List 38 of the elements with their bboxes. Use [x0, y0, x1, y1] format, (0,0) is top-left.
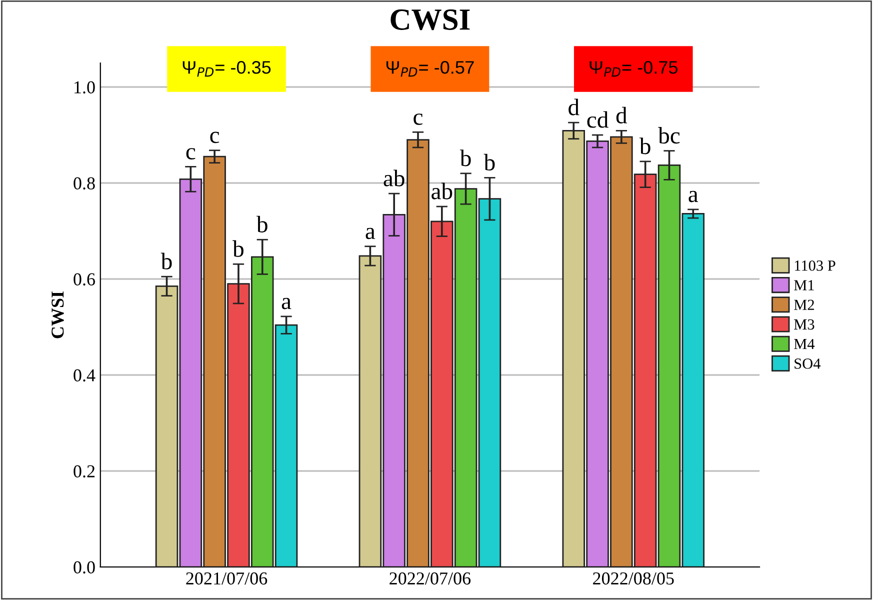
- y-tick-label: 0.4: [74, 369, 96, 382]
- data-label: c: [414, 114, 423, 125]
- data-label: c: [210, 132, 220, 144]
- y-tick-label: 0.6: [74, 273, 95, 286]
- legend-label: SO4: [794, 358, 821, 369]
- data-label: bc: [658, 127, 680, 144]
- data-label: c: [186, 148, 196, 160]
- data-label: b: [160, 252, 172, 270]
- x-tick-label: 2022/08/05: [593, 572, 674, 585]
- data-label: d: [616, 106, 628, 124]
- data-label: b: [232, 240, 244, 257]
- data-label: cd: [587, 111, 608, 128]
- y-tick-label: 1.0: [74, 81, 95, 94]
- y-axis-title: CWSI: [52, 292, 64, 338]
- legend-label: M4: [794, 338, 815, 350]
- data-label: b: [256, 216, 268, 232]
- data-label: b: [639, 138, 650, 154]
- y-tick-label: 0.2: [74, 465, 95, 478]
- legend-label: M1: [794, 280, 814, 290]
- legend-label: M2: [794, 300, 814, 310]
- data-label: a: [688, 190, 698, 202]
- data-label: ab: [432, 182, 452, 200]
- data-label: d: [568, 98, 580, 116]
- data-label: a: [366, 228, 376, 240]
- x-tick-label: 2021/07/06: [186, 572, 268, 585]
- legend-label: M3: [794, 319, 814, 330]
- chart-title: CWSI: [390, 9, 470, 30]
- annotation: Ψ$_{PD}$= -0.35: [182, 61, 271, 77]
- data-label: b: [484, 154, 495, 171]
- data-label: ab: [384, 170, 404, 186]
- data-label: a: [282, 298, 292, 310]
- y-tick-label: 0.0: [74, 561, 95, 574]
- annotation: Ψ$_{PD}$= -0.75: [590, 61, 678, 77]
- x-tick-label: 2022/07/06: [390, 572, 471, 585]
- data-label: b: [460, 150, 471, 166]
- y-tick-label: 0.8: [74, 177, 95, 190]
- legend-label: 1103 P: [794, 260, 836, 271]
- annotation: Ψ$_{PD}$= -0.57: [386, 61, 474, 77]
